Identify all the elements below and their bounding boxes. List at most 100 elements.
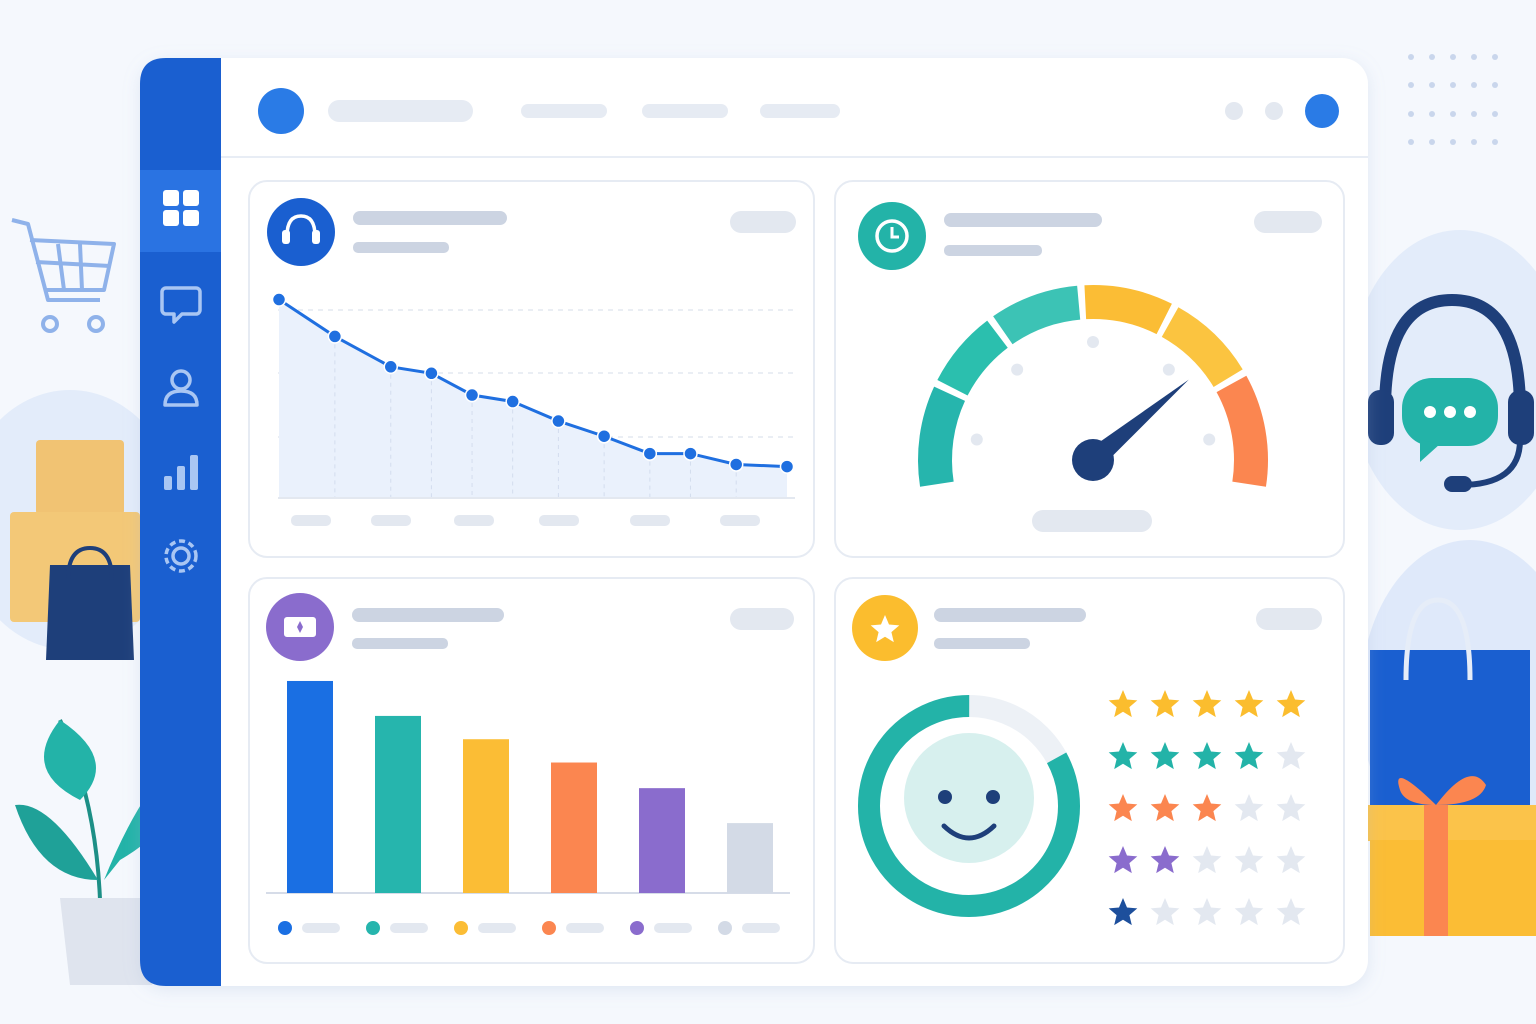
gauge-needle — [1085, 379, 1189, 469]
legend-placeholder — [742, 923, 780, 933]
line-point — [779, 459, 795, 474]
gauge-segment — [1084, 285, 1172, 335]
text-placeholder — [944, 213, 1102, 227]
line-point — [505, 394, 520, 409]
legend-swatch — [630, 921, 644, 935]
nav-user-icon[interactable] — [163, 369, 199, 407]
gauge-dot — [1203, 433, 1216, 446]
gauge-segment — [937, 320, 1009, 396]
logo[interactable] — [258, 88, 304, 134]
star-empty — [1276, 846, 1306, 874]
legend-swatch — [542, 921, 556, 935]
shopping-bag — [46, 565, 134, 660]
star-filled — [1192, 742, 1222, 770]
card-icon — [267, 198, 335, 266]
gift-ribbon — [1424, 805, 1448, 936]
star-filled — [1234, 690, 1264, 718]
filter-pill[interactable] — [1256, 608, 1322, 630]
filter-pill[interactable] — [730, 608, 794, 630]
star-filled — [1108, 690, 1138, 718]
title-placeholder — [328, 100, 473, 122]
bag-handle — [66, 545, 114, 581]
legend-placeholder — [654, 923, 692, 933]
nav-dashboard-icon[interactable] — [163, 190, 199, 226]
text-placeholder — [353, 242, 449, 253]
gauge-segment — [993, 285, 1081, 345]
gift-bow — [1398, 776, 1486, 805]
nav-chat-icon[interactable] — [160, 286, 202, 324]
star-filled — [1276, 690, 1306, 718]
bar — [727, 823, 773, 893]
star-empty — [1192, 898, 1222, 926]
bar — [551, 762, 597, 893]
gift-lid — [1362, 805, 1536, 841]
legend-swatch — [278, 921, 292, 935]
legend-placeholder — [302, 923, 340, 933]
legend-swatch — [366, 921, 380, 935]
box — [36, 440, 124, 515]
line-point — [424, 366, 439, 381]
line-point — [551, 413, 566, 429]
text-placeholder — [353, 211, 507, 225]
nav-stats-icon[interactable] — [164, 455, 198, 490]
legend-placeholder — [390, 923, 428, 933]
star-empty — [1192, 846, 1222, 874]
smiley-face — [904, 733, 1034, 863]
legend-placeholder — [478, 923, 516, 933]
gauge-dot — [1087, 336, 1099, 348]
star-filled — [1108, 898, 1138, 926]
text-placeholder — [944, 245, 1042, 256]
bar — [287, 680, 333, 893]
header-icon[interactable] — [1225, 102, 1243, 120]
nav-link[interactable] — [760, 104, 840, 118]
nav-settings-icon[interactable] — [164, 539, 198, 573]
avatar[interactable] — [1305, 94, 1339, 128]
gauge-segment — [918, 386, 966, 487]
card — [248, 577, 815, 964]
line-area — [279, 299, 787, 497]
star-filled — [1150, 690, 1180, 718]
text-placeholder — [352, 638, 448, 649]
header-icon[interactable] — [1265, 102, 1283, 120]
line-point — [327, 329, 343, 344]
gauge-label-placeholder — [1032, 510, 1152, 532]
headset-icon — [1368, 293, 1534, 492]
star-empty — [1234, 846, 1264, 874]
text-placeholder — [352, 608, 504, 622]
bar — [463, 739, 509, 893]
text-placeholder — [934, 638, 1030, 649]
ring-value — [858, 695, 1080, 917]
line-point — [728, 457, 744, 472]
star-filled — [1150, 794, 1180, 822]
gauge-dot — [1162, 363, 1175, 376]
line-point — [596, 428, 612, 444]
star-empty — [1150, 898, 1180, 926]
legend-swatch — [718, 921, 732, 935]
gauge-segment — [1161, 307, 1243, 388]
filter-pill[interactable] — [730, 211, 796, 233]
line — [278, 298, 788, 469]
star-glyph — [870, 615, 900, 643]
legend-placeholder — [566, 923, 604, 933]
star-filled — [1150, 742, 1180, 770]
line-point — [683, 446, 698, 461]
star-empty — [1276, 898, 1306, 926]
sidebar-active[interactable] — [140, 170, 221, 252]
line-point — [464, 387, 480, 403]
gauge-segment — [1216, 375, 1268, 487]
star-filled — [1192, 690, 1222, 718]
line-point — [642, 446, 658, 461]
gauge-dot — [1011, 363, 1024, 376]
dot-grid — [1408, 54, 1498, 145]
line-point — [271, 292, 287, 307]
filter-pill[interactable] — [1254, 211, 1322, 233]
star-empty — [1234, 794, 1264, 822]
bar — [639, 788, 685, 893]
nav-link[interactable] — [521, 104, 607, 118]
gauge-hub — [1072, 439, 1114, 481]
text-placeholder — [934, 608, 1086, 622]
star-filled — [1108, 794, 1138, 822]
nav-link[interactable] — [642, 104, 728, 118]
star-filled — [1192, 794, 1222, 822]
